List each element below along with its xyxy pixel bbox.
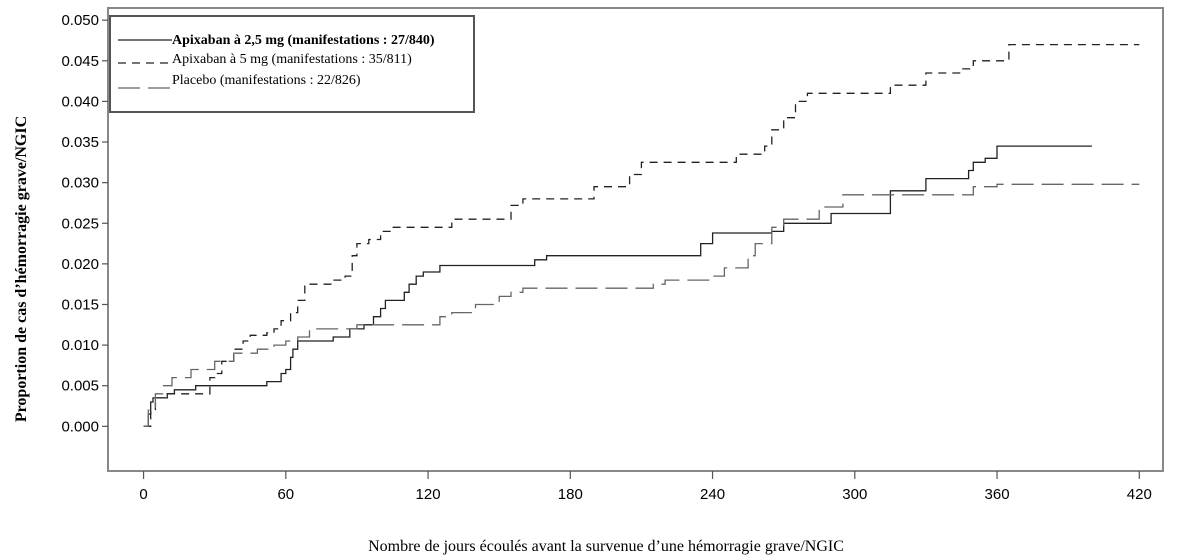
y-tick-label: 0.000 [61, 418, 99, 435]
y-tick-label: 0.030 [61, 175, 99, 192]
legend-label-apixaban-5: Apixaban à 5 mg (manifestations : 35/811… [172, 52, 412, 67]
x-tick-label: 360 [985, 486, 1010, 503]
y-tick-label: 0.010 [61, 337, 99, 354]
x-axis-title: Nombre de jours écoulés avant la survenu… [368, 538, 844, 555]
x-tick-label: 0 [139, 486, 147, 503]
x-tick-label: 180 [558, 486, 583, 503]
series-line-2 [143, 183, 1140, 427]
series-line-0 [143, 145, 1092, 427]
legend-label-placebo: Placebo (manifestations : 22/826) [172, 73, 361, 88]
x-tick-label: 120 [416, 486, 441, 503]
y-tick-label: 0.025 [61, 215, 99, 232]
x-axis: 0 60 120 180 240 300 360 420 [139, 471, 1152, 503]
x-tick-label: 300 [842, 486, 867, 503]
y-tick-label: 0.045 [61, 53, 99, 70]
legend: Apixaban à 2,5 mg (manifestations : 27/8… [109, 15, 475, 113]
plot-frame [107, 7, 1164, 472]
y-axis: 0.000 0.005 0.010 0.015 0.020 0.025 0.030 0.035… [61, 12, 108, 435]
x-tick-label: 240 [700, 486, 725, 503]
legend-label-apixaban-2-5: Apixaban à 2,5 mg (manifestations : 27/8… [172, 33, 435, 48]
series-layer [143, 43, 1140, 427]
y-tick-label: 0.005 [61, 378, 99, 395]
x-tick-label: 60 [277, 486, 294, 503]
y-tick-label: 0.035 [61, 134, 99, 151]
y-tick-label: 0.050 [61, 12, 99, 29]
y-axis-title: Proportion de cas d’hémorragie grave/NGI… [13, 116, 30, 422]
y-tick-label: 0.020 [61, 256, 99, 273]
y-tick-label: 0.015 [61, 296, 99, 313]
x-tick-label: 420 [1127, 486, 1152, 503]
y-tick-label: 0.040 [61, 93, 99, 110]
legend-box [109, 15, 475, 113]
